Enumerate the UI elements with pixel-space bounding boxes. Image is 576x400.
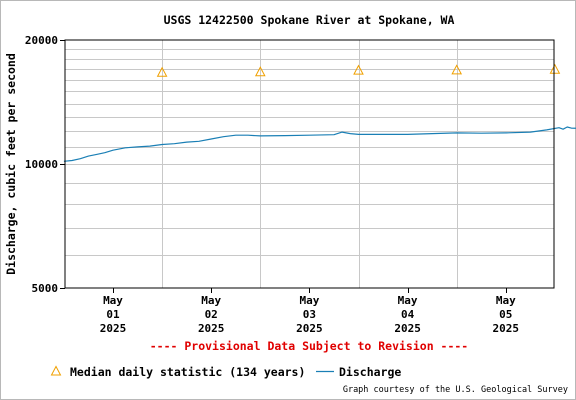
x-tick-label-day: 01 — [106, 308, 120, 321]
y-tick-label: 10000 — [25, 158, 58, 171]
x-tick-label-day: 05 — [499, 308, 512, 321]
grid-lines — [65, 40, 554, 288]
x-tick-label-month: May — [201, 294, 221, 307]
y-tick-label: 20000 — [25, 34, 58, 47]
x-tick-label-year: 2025 — [198, 322, 225, 335]
median-marker — [156, 66, 168, 77]
x-tick-label-year: 2025 — [493, 322, 520, 335]
x-tick-label-month: May — [496, 294, 516, 307]
credit-text: Graph courtesy of the U.S. Geological Su… — [343, 385, 568, 395]
median-marker — [353, 64, 364, 75]
y-axis-ticks: 20000 10000 5000 — [25, 34, 65, 295]
median-marker — [254, 66, 266, 77]
x-tick-label-month: May — [299, 294, 319, 307]
y-axis-label: Discharge, cubic feet per second — [4, 53, 18, 275]
x-tick-label-month: May — [103, 294, 123, 307]
legend-median-marker — [50, 365, 62, 376]
x-tick-label-year: 2025 — [394, 322, 421, 335]
x-tick-label-day: 04 — [401, 308, 415, 321]
y-tick-label: 5000 — [32, 282, 59, 295]
provisional-note: ---- Provisional Data Subject to Revisio… — [150, 339, 469, 353]
x-tick-label-year: 2025 — [100, 322, 127, 335]
chart-title: USGS 12422500 Spokane River at Spokane, … — [164, 13, 455, 27]
median-marker — [549, 63, 561, 74]
plot-border — [64, 39, 555, 289]
series-layer — [63, 63, 576, 162]
median-marker — [451, 64, 463, 75]
x-axis-ticks: May012025May022025May032025May042025May0… — [100, 288, 519, 335]
legend-discharge-label: Discharge — [339, 365, 401, 379]
x-tick-label-month: May — [398, 294, 418, 307]
x-tick-label-day: 02 — [205, 308, 218, 321]
legend: Median daily statistic (134 years) Disch… — [50, 365, 401, 379]
x-tick-label-year: 2025 — [296, 322, 323, 335]
discharge-line — [63, 126, 576, 162]
x-tick-label-day: 03 — [303, 308, 316, 321]
legend-median-label: Median daily statistic (134 years) — [70, 365, 305, 379]
